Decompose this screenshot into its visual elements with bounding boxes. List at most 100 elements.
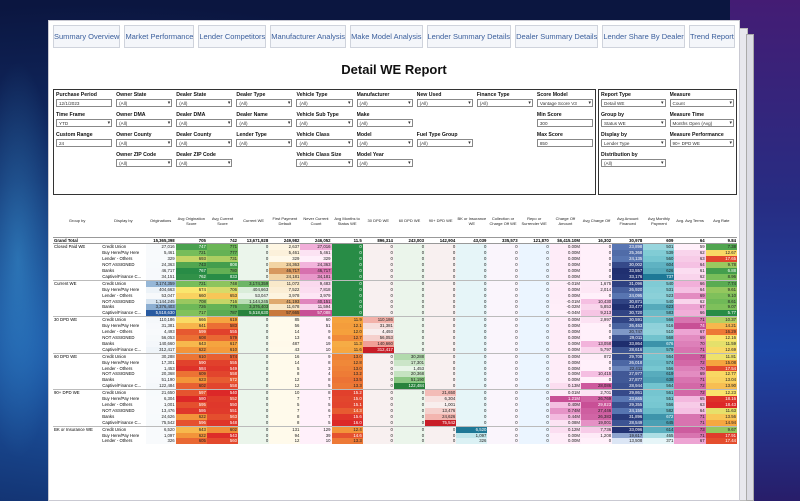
table-cell: 0	[487, 292, 519, 299]
report-table-container[interactable]: Group by Display by Originations Avg Origin…	[53, 205, 737, 500]
filter-fuel-type-group: Fuel Type Group (All)	[416, 132, 473, 152]
tab-market-performance[interactable]: Market Performance	[124, 25, 195, 48]
filter-input[interactable]: 300	[536, 119, 593, 127]
column-header[interactable]: Avg Monthly Payment	[643, 205, 675, 238]
filter-dropdown[interactable]: (All)	[601, 159, 666, 167]
table-cell: 1,208	[580, 432, 613, 439]
column-header[interactable]: Avg Months to Status WE	[331, 205, 363, 238]
table-cell: 0	[425, 298, 457, 305]
column-header[interactable]: Avg Charge Off	[580, 205, 613, 238]
filter-dropdown[interactable]: (All)	[116, 139, 173, 147]
filter-dropdown[interactable]: (All)	[296, 139, 353, 147]
filter-dropdown[interactable]: (All)	[236, 139, 293, 147]
column-header[interactable]: Group by	[53, 205, 102, 238]
table-cell: 2,997	[580, 316, 613, 324]
table-cell: 5,461	[269, 250, 301, 257]
column-header[interactable]: 60 DPD WE	[393, 205, 426, 238]
filter-label: Min Score	[536, 112, 562, 118]
filter-dropdown[interactable]: (All)	[176, 99, 233, 107]
filter-dropdown[interactable]: Status WE	[601, 119, 666, 127]
column-header[interactable]: Collection or Charge Off WE	[487, 205, 519, 238]
tab-lender-share-by-dealer[interactable]: Lender Share By Dealer	[602, 25, 685, 48]
table-row: Lender - Others 1,453 584 549 0 5 3 13.0 0 1,453 0…	[53, 365, 737, 372]
filter-dropdown[interactable]: (All)	[356, 139, 413, 147]
filter-dropdown[interactable]: (All)	[116, 99, 173, 107]
filter-dropdown[interactable]: (All)	[296, 159, 353, 167]
table-cell: 34,181	[300, 273, 332, 281]
tab-lender-competitors[interactable]: Lender Competitors	[198, 25, 267, 48]
filter-dropdown[interactable]: (All)	[296, 99, 353, 107]
table-cell: 11,678	[269, 304, 301, 311]
table-cell: 742	[206, 237, 239, 245]
column-header[interactable]: Avg Origination Score	[175, 205, 207, 238]
column-header[interactable]: Display by	[101, 205, 146, 238]
filter-dropdown[interactable]: (All)	[356, 159, 413, 167]
tab-make-model-analysis[interactable]: Make Model Analysis	[350, 25, 423, 48]
filter-dropdown[interactable]: 90+ DPD WE	[669, 139, 734, 147]
table-cell: 0	[362, 310, 394, 317]
column-header[interactable]: Originations	[145, 205, 176, 238]
filter-dropdown[interactable]: Lender Type	[601, 139, 666, 147]
table-cell: 9.67	[705, 425, 737, 433]
column-header[interactable]: Charge Off Amount	[549, 205, 581, 238]
table-cell: 65	[674, 396, 706, 402]
table-cell: 0	[238, 262, 270, 269]
filter-empty	[417, 112, 473, 132]
column-header[interactable]: Avg. Avg Terms	[674, 205, 706, 238]
filter-input[interactable]: 850	[536, 139, 593, 147]
filter-dropdown[interactable]: (All)	[356, 119, 413, 127]
table-cell: 19	[300, 340, 332, 347]
table-cell: 326	[456, 438, 488, 445]
filter-dropdown[interactable]: (All)	[236, 99, 293, 107]
filter-input[interactable]: 24	[56, 139, 113, 147]
tab-dealer-summary-details[interactable]: Dealer Summary Details	[515, 25, 599, 48]
table-cell: 0	[331, 292, 363, 299]
filter-dropdown[interactable]: (All)	[176, 119, 233, 127]
column-header[interactable]: Current WE	[238, 205, 270, 238]
filter-dropdown[interactable]: YTD	[56, 119, 113, 127]
column-header[interactable]: 30 DPD WE	[362, 205, 394, 238]
filter-dropdown[interactable]: (All)	[176, 139, 233, 147]
table-cell: 30,288	[393, 352, 426, 360]
table-cell: 9,483	[300, 279, 332, 287]
tab-trend-report[interactable]: Trend Report	[688, 25, 735, 48]
filter-input[interactable]: 12/1/2023	[56, 99, 113, 107]
filter-label: Dealer ZIP Code	[176, 152, 216, 158]
table-cell: 0	[487, 365, 519, 372]
filter-dropdown[interactable]: (All)	[236, 119, 293, 127]
column-header[interactable]: BK or Insurance WE	[456, 205, 488, 238]
filter-dropdown[interactable]: (All)	[416, 139, 473, 147]
table-cell: 64	[674, 407, 706, 414]
filter-dropdown[interactable]: (All)	[116, 159, 173, 167]
filter-dropdown[interactable]: Count	[669, 99, 734, 107]
column-header[interactable]: First Payment Default	[269, 205, 301, 238]
filter-dropdown[interactable]: Detail WE	[601, 99, 666, 107]
filter-label: Report Type	[601, 92, 631, 98]
column-header[interactable]: Avg Amount Financed	[612, 205, 644, 238]
filter-dropdown[interactable]: (All)	[296, 119, 353, 127]
column-header[interactable]: Repo or Surrender WE	[518, 205, 550, 238]
table-cell: 56,053	[362, 335, 394, 341]
tab-summary-overview[interactable]: Summary Overview	[53, 25, 121, 48]
filter-dropdown[interactable]: (All)	[356, 99, 413, 107]
tab-lender-summary-details[interactable]: Lender Summary Details	[426, 25, 512, 48]
table-cell: 0	[425, 286, 457, 293]
filter-dropdown[interactable]: (All)	[176, 159, 233, 167]
table-cell: 0	[238, 352, 270, 360]
column-header[interactable]: Avg Current Score	[206, 205, 239, 238]
table-cell: 638	[643, 377, 675, 384]
column-header[interactable]: Avg Rate	[705, 205, 737, 238]
table-cell: 0	[487, 243, 519, 251]
table-cell: 0	[518, 438, 550, 445]
filter-dropdown[interactable]: (All)	[476, 99, 533, 107]
column-header[interactable]: 90+ DPD WE	[425, 205, 457, 238]
filter-dropdown[interactable]: Months Open (Avg)	[669, 119, 734, 127]
table-cell: 0.00M	[549, 243, 581, 251]
filter-dropdown[interactable]: Vantage Score V3	[536, 99, 593, 107]
filter-label: Vehicle Sub Type	[296, 112, 339, 118]
filter-dropdown[interactable]: (All)	[116, 119, 173, 127]
tab-manufacturer-analysis[interactable]: Manufacturer Analysis	[270, 25, 347, 48]
column-header[interactable]: Never Current Count	[300, 205, 332, 238]
table-cell: 1,001	[425, 401, 457, 408]
filter-dropdown[interactable]: (All)	[416, 99, 473, 107]
